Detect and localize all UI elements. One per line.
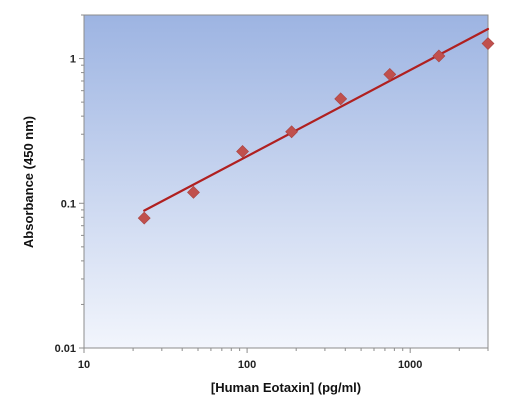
data-point [481, 37, 495, 50]
data-point [285, 125, 299, 139]
x-axis-ticks: 10 100 1000 [78, 348, 489, 371]
data-point [334, 92, 348, 106]
y-axis-ticks: 0.01 0.1 1 [55, 14, 84, 355]
x-tick-label: 1000 [398, 359, 422, 371]
x-tick-label: 100 [238, 359, 256, 371]
data-point [432, 49, 446, 63]
y-tick-label: 0.1 [61, 198, 76, 210]
y-tick-label: 1 [70, 54, 76, 66]
fit-line-layer [143, 27, 490, 212]
plot-area [83, 14, 489, 349]
fit-line [143, 27, 490, 212]
y-tick-label: 0.01 [55, 343, 76, 355]
y-axis-title: Absorbance (450 nm) [21, 116, 36, 248]
data-points [137, 37, 495, 225]
x-tick-label: 10 [78, 359, 90, 371]
data-point [187, 185, 200, 199]
data-point [236, 145, 249, 158]
data-point [137, 211, 151, 225]
x-axis-title: [Human Eotaxin] (pg/ml) [211, 380, 361, 395]
data-point [383, 67, 397, 81]
